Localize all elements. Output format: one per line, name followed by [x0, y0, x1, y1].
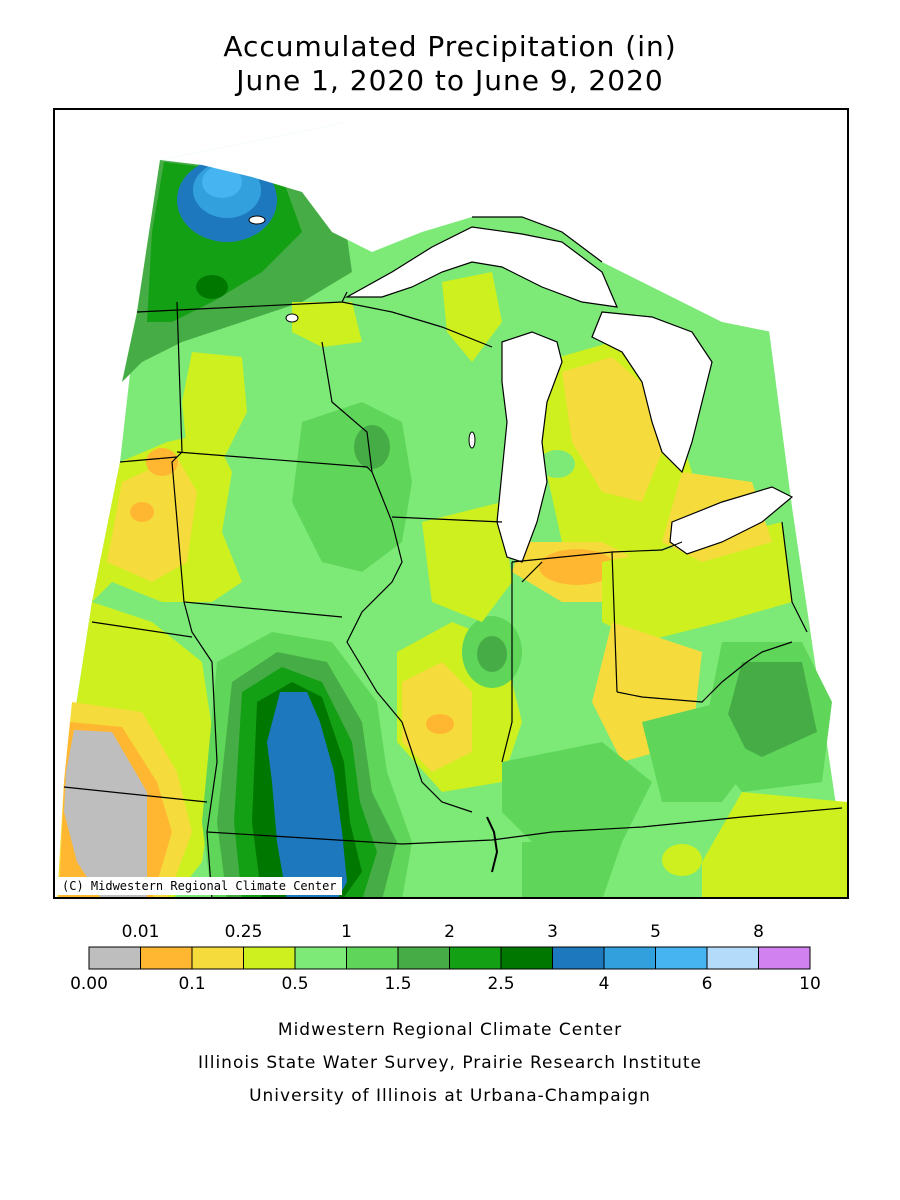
- legend-lower-label: 0.00: [70, 974, 108, 994]
- footer-survey: Illinois State Water Survey, Prairie Res…: [198, 1053, 702, 1073]
- lake-superior: [344, 226, 618, 308]
- heavy-rain-core: [267, 692, 347, 897]
- legend-swatch: [397, 946, 450, 970]
- legend-upper-label: 5: [650, 922, 661, 942]
- map-date-range: June 1, 2020 to June 9, 2020: [236, 64, 664, 97]
- legend-swatch: [294, 946, 347, 970]
- legend-bar: [88, 946, 811, 970]
- legend-swatch: [655, 946, 708, 970]
- map-canvas: [55, 110, 847, 897]
- footer-university: University of Illinois at Urbana-Champai…: [249, 1086, 651, 1106]
- legend-upper-label: 8: [753, 922, 764, 942]
- map-title: Accumulated Precipitation (in): [223, 30, 677, 63]
- legend-upper-label: 0.01: [121, 922, 160, 942]
- lake-huron: [591, 311, 713, 474]
- legend-lower-label: 10: [799, 974, 821, 994]
- legend-lower-label: 0.5: [281, 974, 309, 994]
- map-credit: (C) Midwestern Regional Climate Center: [57, 877, 342, 895]
- legend-swatch: [552, 946, 605, 970]
- legend-swatch: [449, 946, 502, 970]
- legend-swatch: [758, 946, 811, 970]
- legend-upper-label: 3: [547, 922, 558, 942]
- legend-lower-label: 0.1: [178, 974, 206, 994]
- state-boundaries: [63, 291, 843, 897]
- legend-lower-label: 2.5: [487, 974, 515, 994]
- canada-north: [160, 122, 772, 332]
- legend-lower-label: 4: [598, 974, 610, 994]
- color-legend: 0.01 0.25 1 2 3 5 8 0.00 0.1 0.5 1.5 2.5 4 6 10: [0, 920, 900, 1000]
- legend-swatch: [191, 946, 244, 970]
- legend-swatch: [346, 946, 399, 970]
- legend-swatch: [500, 946, 553, 970]
- trace-zone: [64, 730, 147, 897]
- legend-lower-label: 6: [701, 974, 713, 994]
- legend-upper-label: 1: [341, 922, 352, 942]
- legend-upper-label: 0.25: [224, 922, 263, 942]
- legend-swatch: [603, 946, 656, 970]
- legend-lower-label: 1.5: [384, 974, 412, 994]
- legend-swatch: [140, 946, 193, 970]
- legend-swatch: [243, 946, 296, 970]
- lake-michigan: [496, 331, 563, 563]
- legend-upper-label: 2: [444, 922, 455, 942]
- footer-org: Midwestern Regional Climate Center: [277, 1020, 623, 1040]
- precipitation-map: (C) Midwestern Regional Climate Center: [53, 108, 849, 899]
- lake-erie: [669, 486, 794, 555]
- legend-swatch: [706, 946, 759, 970]
- legend-swatch: [88, 946, 141, 970]
